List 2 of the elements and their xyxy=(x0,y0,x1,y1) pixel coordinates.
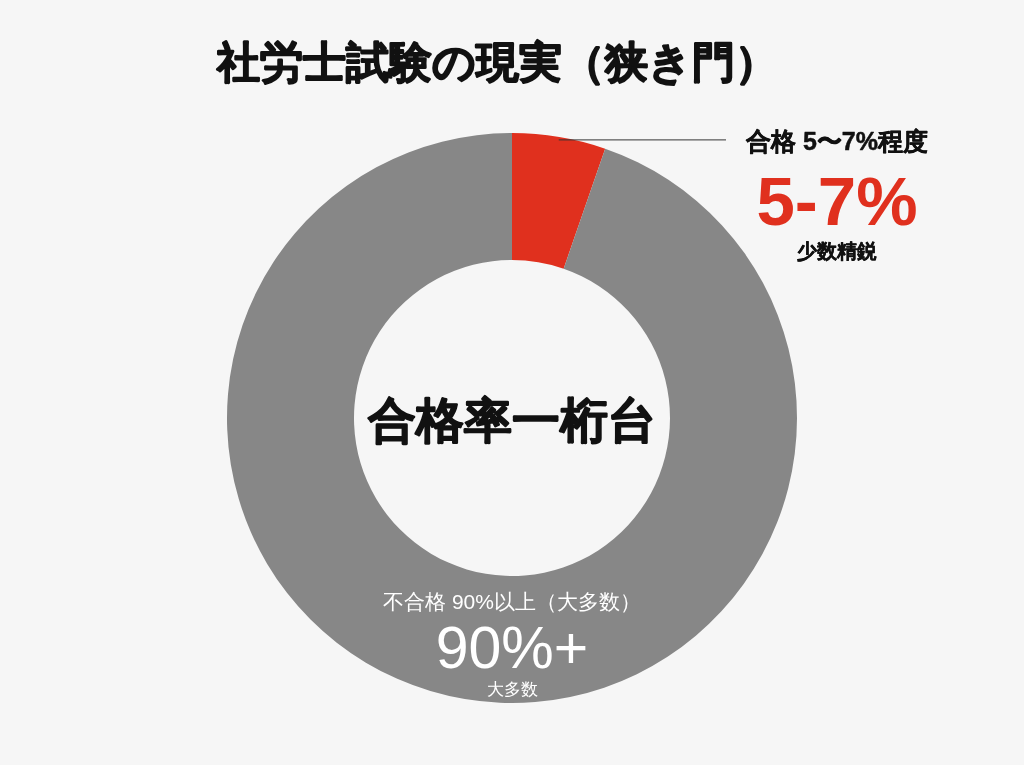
title: 社労士試験の現実（狭き門） xyxy=(216,38,778,86)
center-note: 合格率一桁台 xyxy=(368,393,656,447)
